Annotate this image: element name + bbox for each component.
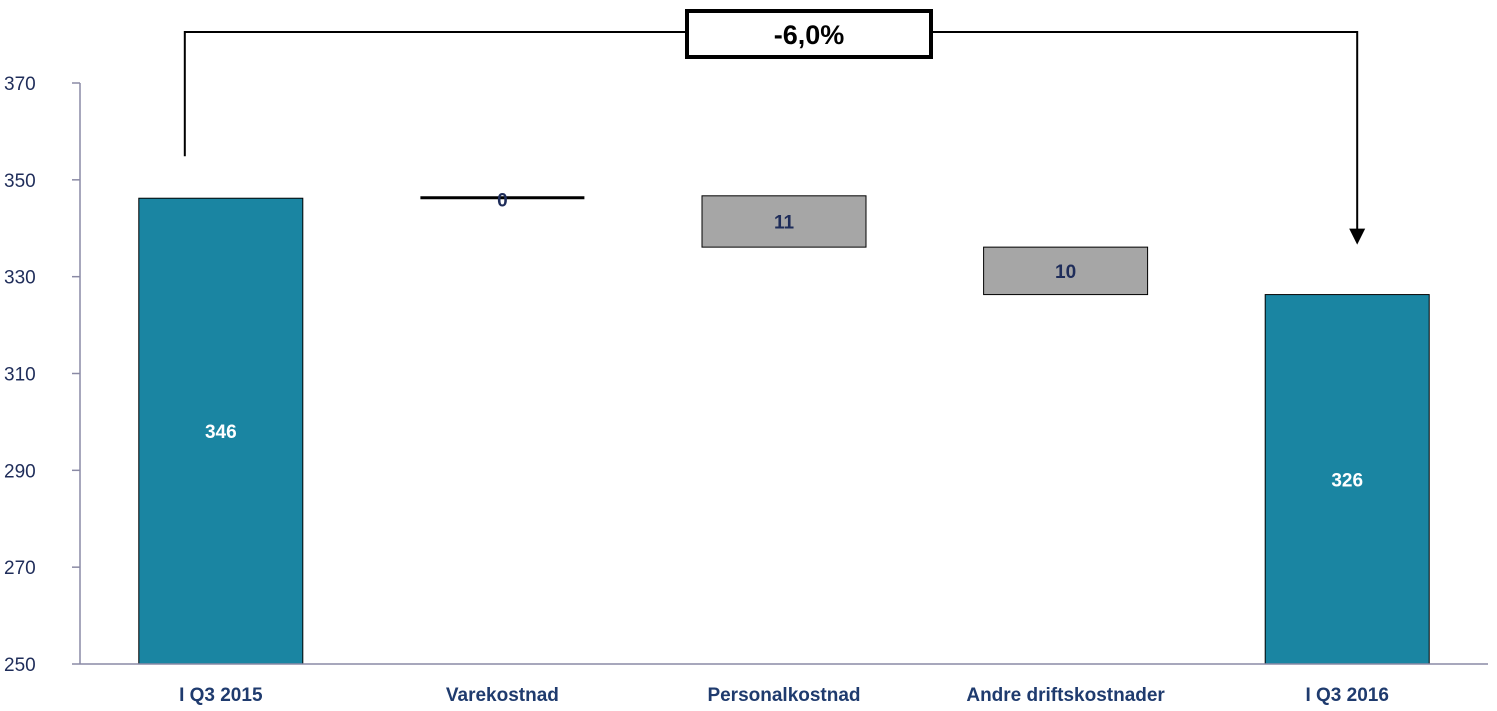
y-tick-label: 370	[4, 74, 36, 95]
bars-group	[138, 195, 1430, 665]
x-category-label: I Q3 2015	[179, 685, 263, 706]
y-tick-label: 350	[4, 171, 36, 192]
total-change-box	[685, 9, 933, 59]
x-category-label: I Q3 2016	[1305, 685, 1388, 706]
plot-area: 346 0 11 10 326 250 270 290 310 330 350 370 I Q3 2…	[4, 74, 1488, 706]
bar-change	[983, 246, 1149, 296]
y-axis-ticks: 250 270 290 310 330 350 370	[4, 74, 80, 676]
y-tick-label: 270	[4, 558, 36, 579]
y-tick-label: 310	[4, 365, 36, 386]
bar-labels-group: 346 0 11 10 326	[205, 191, 1363, 492]
y-tick-label: 250	[4, 655, 36, 676]
bar-total	[1264, 294, 1430, 665]
bar-value-label: 0	[497, 191, 508, 212]
total-change-bracket: -6,0%	[183, 9, 1366, 245]
x-axis-category-labels: I Q3 2015 Varekostnad Personalkostnad Andre…	[179, 685, 1389, 706]
bar-value-label: 346	[205, 422, 237, 443]
total-change-label: -6,0%	[774, 20, 845, 50]
bar-total	[138, 197, 304, 665]
x-category-label: Personalkostnad	[707, 685, 860, 706]
y-tick-label: 290	[4, 461, 36, 482]
bar-value-label: 10	[1055, 262, 1076, 283]
x-category-label: Andre driftskostnader	[966, 685, 1165, 706]
y-tick-label: 330	[4, 268, 36, 289]
bar-value-label: 326	[1331, 470, 1363, 491]
x-category-label: Varekostnad	[446, 685, 559, 706]
bracket-arrow-head	[1349, 228, 1366, 245]
bar-change	[701, 195, 867, 248]
bar-value-label: 11	[774, 212, 795, 233]
